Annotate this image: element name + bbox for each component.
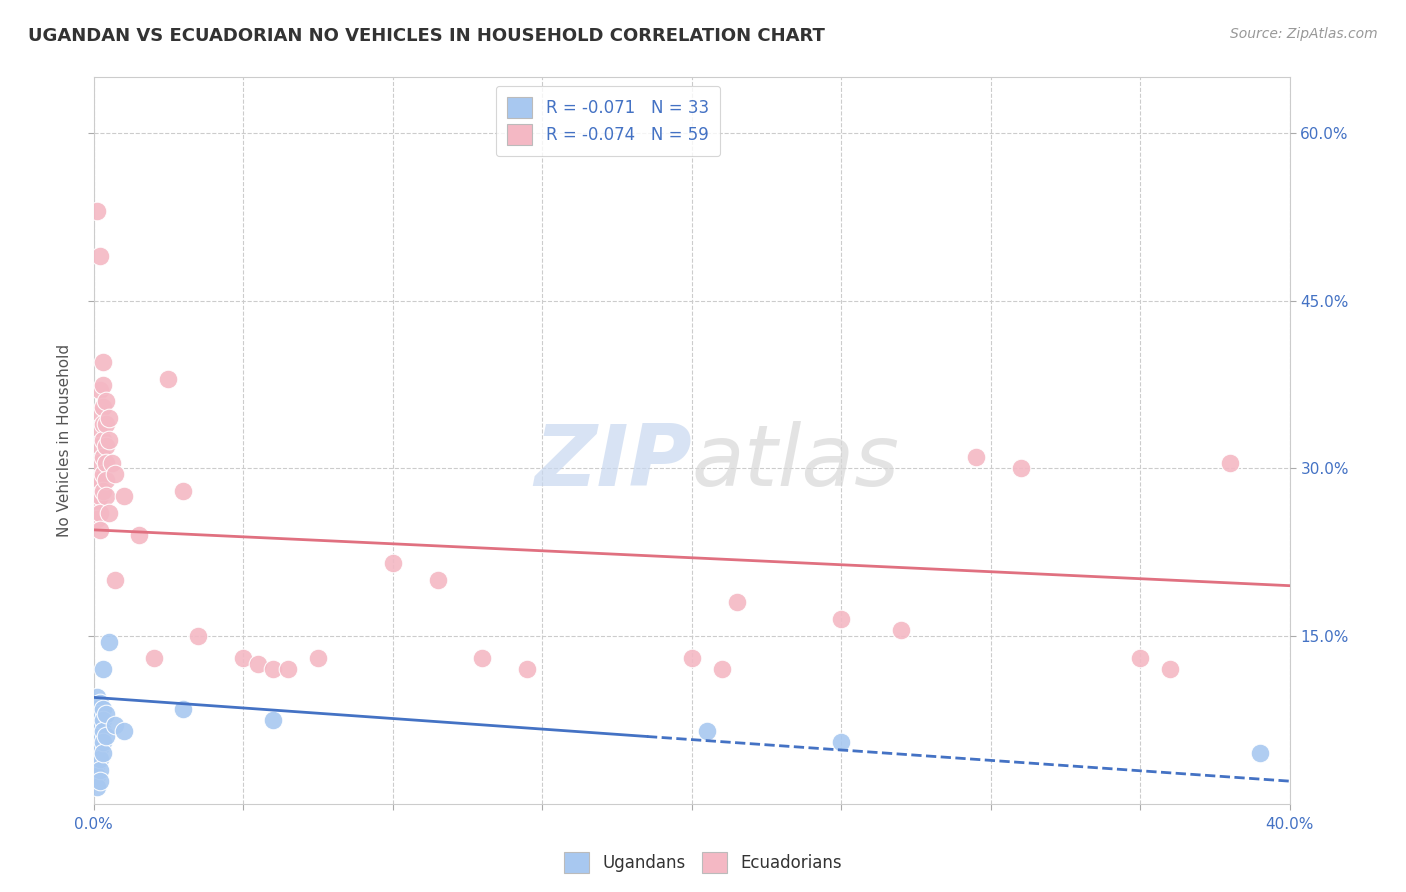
Point — [710, 663, 733, 677]
Point — [89, 740, 111, 755]
Point — [89, 506, 111, 520]
Point — [91, 735, 114, 749]
Point — [232, 651, 254, 665]
Point — [97, 434, 120, 448]
Point — [830, 612, 852, 626]
Point — [89, 763, 111, 777]
Point — [94, 456, 117, 470]
Point — [725, 595, 748, 609]
Point — [89, 489, 111, 503]
Point — [91, 483, 114, 498]
Point — [100, 456, 122, 470]
Point — [172, 701, 194, 715]
Point — [94, 439, 117, 453]
Point — [89, 718, 111, 732]
Point — [262, 663, 284, 677]
Point — [157, 372, 180, 386]
Point — [187, 629, 209, 643]
Point — [104, 718, 127, 732]
Point — [91, 467, 114, 481]
Point — [89, 523, 111, 537]
Point — [86, 757, 108, 772]
Point — [86, 768, 108, 782]
Point — [426, 573, 449, 587]
Point — [381, 557, 404, 571]
Text: UGANDAN VS ECUADORIAN NO VEHICLES IN HOUSEHOLD CORRELATION CHART: UGANDAN VS ECUADORIAN NO VEHICLES IN HOU… — [28, 27, 825, 45]
Point — [86, 780, 108, 794]
Point — [128, 528, 150, 542]
Point — [307, 651, 329, 665]
Point — [262, 713, 284, 727]
Point — [94, 489, 117, 503]
Point — [97, 411, 120, 425]
Text: Source: ZipAtlas.com: Source: ZipAtlas.com — [1230, 27, 1378, 41]
Point — [89, 774, 111, 789]
Point — [247, 657, 270, 671]
Point — [104, 467, 127, 481]
Point — [89, 696, 111, 710]
Point — [1010, 461, 1032, 475]
Point — [89, 422, 111, 436]
Point — [89, 707, 111, 722]
Point — [172, 483, 194, 498]
Point — [965, 450, 987, 465]
Point — [94, 473, 117, 487]
Point — [91, 355, 114, 369]
Point — [471, 651, 494, 665]
Point — [681, 651, 703, 665]
Point — [1219, 456, 1241, 470]
Point — [91, 723, 114, 738]
Point — [91, 713, 114, 727]
Point — [86, 723, 108, 738]
Point — [86, 735, 108, 749]
Point — [94, 394, 117, 409]
Point — [104, 573, 127, 587]
Point — [89, 249, 111, 263]
Point — [97, 634, 120, 648]
Point — [277, 663, 299, 677]
Point — [91, 400, 114, 414]
Point — [91, 701, 114, 715]
Text: ZIP: ZIP — [534, 421, 692, 504]
Point — [142, 651, 165, 665]
Point — [86, 511, 108, 525]
Point — [696, 723, 718, 738]
Point — [86, 204, 108, 219]
Point — [516, 663, 538, 677]
Point — [89, 439, 111, 453]
Point — [89, 405, 111, 419]
Y-axis label: No Vehicles in Household: No Vehicles in Household — [58, 344, 72, 537]
Point — [86, 473, 108, 487]
Point — [89, 456, 111, 470]
Legend: R = -0.071   N = 33, R = -0.074   N = 59: R = -0.071 N = 33, R = -0.074 N = 59 — [496, 86, 720, 156]
Point — [86, 713, 108, 727]
Point — [1129, 651, 1152, 665]
Point — [91, 377, 114, 392]
Point — [94, 417, 117, 431]
Point — [112, 723, 135, 738]
Legend: Ugandans, Ecuadorians: Ugandans, Ecuadorians — [557, 846, 849, 880]
Point — [89, 473, 111, 487]
Point — [91, 434, 114, 448]
Point — [1159, 663, 1181, 677]
Point — [112, 489, 135, 503]
Point — [94, 707, 117, 722]
Point — [91, 450, 114, 465]
Point — [89, 383, 111, 397]
Point — [89, 752, 111, 766]
Point — [97, 506, 120, 520]
Point — [1249, 746, 1271, 760]
Point — [91, 417, 114, 431]
Point — [86, 495, 108, 509]
Point — [86, 701, 108, 715]
Point — [86, 746, 108, 760]
Point — [91, 746, 114, 760]
Point — [94, 730, 117, 744]
Text: atlas: atlas — [692, 421, 900, 504]
Point — [89, 730, 111, 744]
Point — [830, 735, 852, 749]
Point — [890, 624, 912, 638]
Point — [86, 690, 108, 705]
Point — [91, 663, 114, 677]
